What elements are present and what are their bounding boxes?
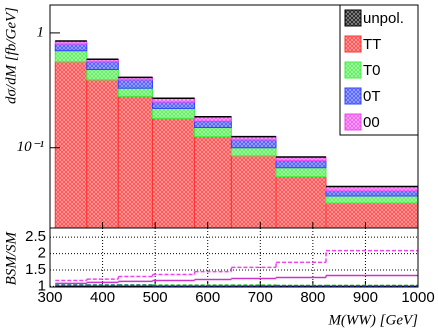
bar-segment — [325, 190, 419, 197]
bar-segment — [117, 79, 154, 89]
y-tick-label: 1 — [38, 277, 46, 294]
x-tick-label: 800 — [300, 289, 325, 306]
y-axis-title: BSM/SM — [3, 231, 19, 286]
legend-label: 0T — [363, 88, 381, 105]
x-tick-label: 500 — [143, 289, 168, 306]
y-axis-title: dσ/dM [fb/GeV] — [3, 7, 19, 104]
x-tick-label: 600 — [195, 289, 220, 306]
y-tick-label: 1 — [37, 24, 45, 40]
x-tick-label: 700 — [248, 289, 273, 306]
bar-segment — [194, 120, 232, 129]
x-tick-label: 300 — [37, 289, 62, 306]
legend-swatch — [344, 61, 362, 79]
x-tick-label: 1000 — [401, 289, 434, 306]
bar-segment — [194, 127, 232, 138]
bar-segment — [86, 69, 119, 81]
x-tick-label: 400 — [90, 289, 115, 306]
bar-segment — [86, 61, 119, 71]
bar-segment — [54, 50, 88, 63]
bar-segment — [54, 61, 88, 229]
bar-segment — [152, 107, 196, 119]
x-tick-label: 900 — [353, 289, 378, 306]
bar-segment — [117, 87, 154, 97]
bar-segment — [230, 147, 277, 157]
frame — [49, 227, 419, 288]
bar-segment — [86, 79, 119, 229]
bar-segment — [230, 139, 277, 149]
bar-segment — [275, 160, 327, 169]
legend-label: 00 — [363, 114, 380, 131]
legend-label: unpol. — [363, 10, 404, 27]
bar-segment — [194, 136, 232, 229]
y-tick-label: 1.5 — [25, 261, 46, 278]
legend-label: TT — [363, 36, 381, 53]
legend-swatch — [344, 113, 362, 131]
legend-swatch — [344, 9, 362, 27]
y-tick-label: 2 — [38, 245, 46, 262]
legend-swatch — [344, 35, 362, 53]
legend-label: T0 — [363, 62, 381, 79]
bar-segment — [230, 155, 277, 229]
bar-segment — [117, 95, 154, 229]
bar-segment — [325, 195, 419, 204]
bar-segment — [275, 167, 327, 178]
y-tick-label: 10⁻¹ — [17, 139, 45, 155]
bar-segment — [275, 176, 327, 229]
bar-segment — [54, 43, 88, 52]
x-axis-title: M(WW) [GeV] — [327, 312, 418, 328]
bar-segment — [152, 101, 196, 109]
legend-swatch — [344, 87, 362, 105]
y-tick-label: 2.5 — [25, 228, 46, 245]
bar-segment — [152, 117, 196, 229]
bar-segment — [325, 202, 419, 229]
